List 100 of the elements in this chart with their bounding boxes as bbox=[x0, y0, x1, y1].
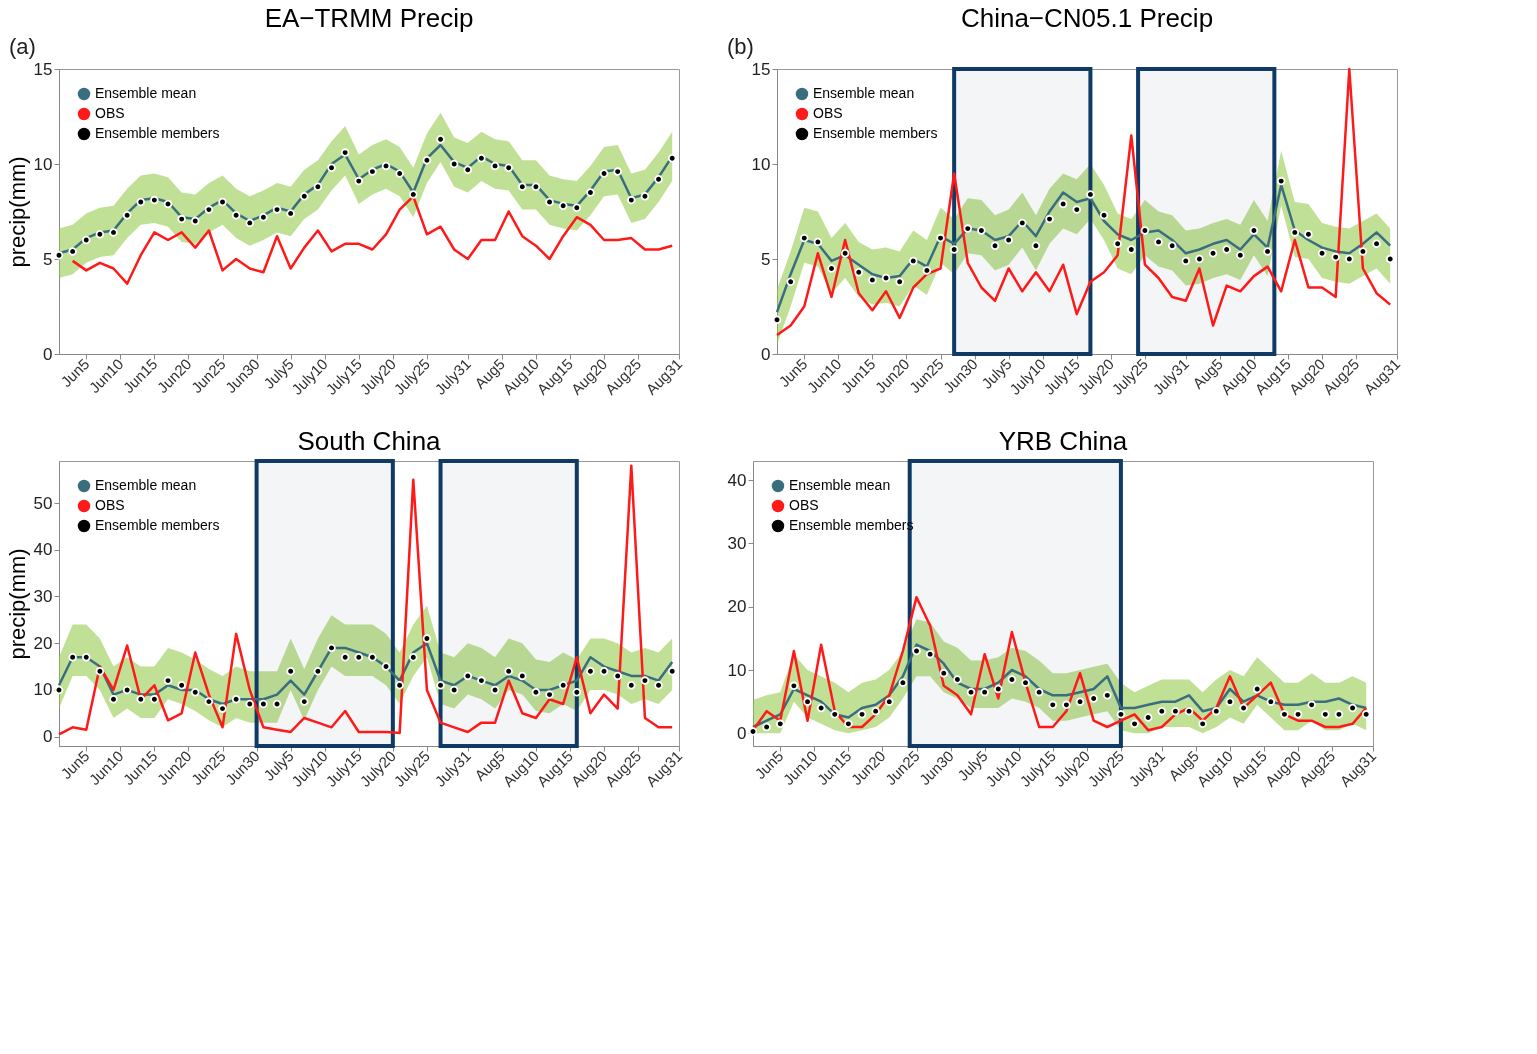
point bbox=[122, 211, 132, 220]
point bbox=[1239, 703, 1248, 713]
point bbox=[477, 154, 486, 163]
point bbox=[1062, 700, 1071, 710]
point bbox=[786, 277, 795, 287]
y-tick-label: 50 bbox=[33, 493, 53, 513]
point bbox=[245, 218, 255, 228]
point bbox=[286, 667, 295, 676]
point bbox=[177, 681, 186, 690]
y-tick-label: 0 bbox=[43, 727, 53, 747]
point bbox=[231, 695, 241, 704]
point bbox=[204, 205, 214, 214]
point bbox=[572, 688, 582, 697]
point bbox=[909, 256, 918, 266]
point bbox=[327, 163, 336, 173]
y-tick-label: 5 bbox=[43, 249, 53, 269]
point bbox=[191, 216, 200, 226]
point bbox=[449, 159, 459, 169]
point bbox=[150, 695, 159, 704]
y-tick-label: 30 bbox=[727, 533, 747, 553]
point bbox=[1116, 710, 1126, 719]
point bbox=[789, 681, 799, 691]
point bbox=[259, 212, 268, 222]
point bbox=[1004, 235, 1013, 245]
point bbox=[354, 176, 364, 186]
legend-label: OBS bbox=[813, 105, 843, 121]
point bbox=[627, 681, 636, 690]
point bbox=[300, 697, 309, 706]
point bbox=[1252, 684, 1262, 694]
point bbox=[272, 205, 282, 214]
point bbox=[949, 245, 959, 254]
point bbox=[368, 652, 377, 662]
point bbox=[1157, 706, 1167, 716]
point bbox=[912, 646, 921, 656]
point bbox=[1334, 710, 1344, 719]
point bbox=[163, 199, 173, 209]
point bbox=[313, 667, 323, 676]
chart-title: YRB China bbox=[998, 426, 1128, 456]
point bbox=[1212, 706, 1221, 716]
point bbox=[504, 163, 513, 173]
y-tick-label: 0 bbox=[761, 344, 771, 364]
point bbox=[1249, 226, 1259, 235]
point bbox=[980, 687, 989, 697]
legend-label: OBS bbox=[95, 497, 125, 513]
point bbox=[163, 676, 173, 685]
point bbox=[776, 719, 785, 729]
point bbox=[854, 268, 864, 277]
point bbox=[1086, 190, 1095, 199]
point bbox=[381, 161, 391, 171]
point bbox=[409, 652, 418, 662]
point bbox=[490, 685, 500, 695]
point bbox=[994, 684, 1003, 694]
point bbox=[150, 195, 159, 205]
point bbox=[204, 697, 214, 706]
point bbox=[1018, 218, 1027, 228]
chart-title: China−CN05.1 Precip bbox=[960, 3, 1214, 33]
point bbox=[136, 695, 146, 704]
point bbox=[654, 681, 663, 690]
point bbox=[895, 277, 904, 287]
point bbox=[803, 697, 812, 706]
point bbox=[586, 667, 595, 676]
point bbox=[613, 167, 622, 176]
point bbox=[1130, 719, 1139, 729]
point bbox=[1034, 687, 1044, 697]
point bbox=[463, 671, 473, 681]
y-axis-title: precip(mm) bbox=[4, 156, 30, 268]
point bbox=[558, 201, 568, 211]
line-series bbox=[57, 464, 674, 736]
point bbox=[762, 722, 771, 732]
point bbox=[1181, 256, 1191, 266]
point bbox=[939, 668, 949, 678]
point bbox=[436, 681, 445, 690]
point bbox=[1072, 205, 1082, 214]
point bbox=[1307, 700, 1316, 710]
legend-label: OBS bbox=[789, 497, 819, 513]
point bbox=[1345, 254, 1354, 264]
point bbox=[409, 190, 418, 199]
point bbox=[191, 688, 200, 697]
point bbox=[1113, 239, 1122, 249]
y-tick-label: 15 bbox=[751, 59, 771, 79]
point bbox=[800, 233, 809, 243]
point bbox=[340, 652, 350, 662]
y-tick-label: 10 bbox=[751, 154, 771, 174]
point bbox=[654, 174, 663, 184]
y-tick-label: 5 bbox=[761, 249, 771, 269]
point bbox=[422, 634, 432, 643]
point bbox=[1154, 237, 1163, 247]
point bbox=[748, 727, 758, 736]
point bbox=[558, 681, 568, 690]
point bbox=[1127, 245, 1136, 254]
y-tick-label: 20 bbox=[727, 597, 747, 617]
y-tick-label: 0 bbox=[737, 723, 747, 743]
point bbox=[1075, 697, 1085, 706]
legend-label: Ensemble members bbox=[95, 125, 220, 141]
y-tick-label: 10 bbox=[727, 660, 747, 680]
text: (a) bbox=[9, 34, 36, 59]
point bbox=[816, 703, 826, 713]
point bbox=[1266, 697, 1276, 706]
point bbox=[1236, 250, 1245, 260]
point bbox=[990, 241, 1000, 250]
